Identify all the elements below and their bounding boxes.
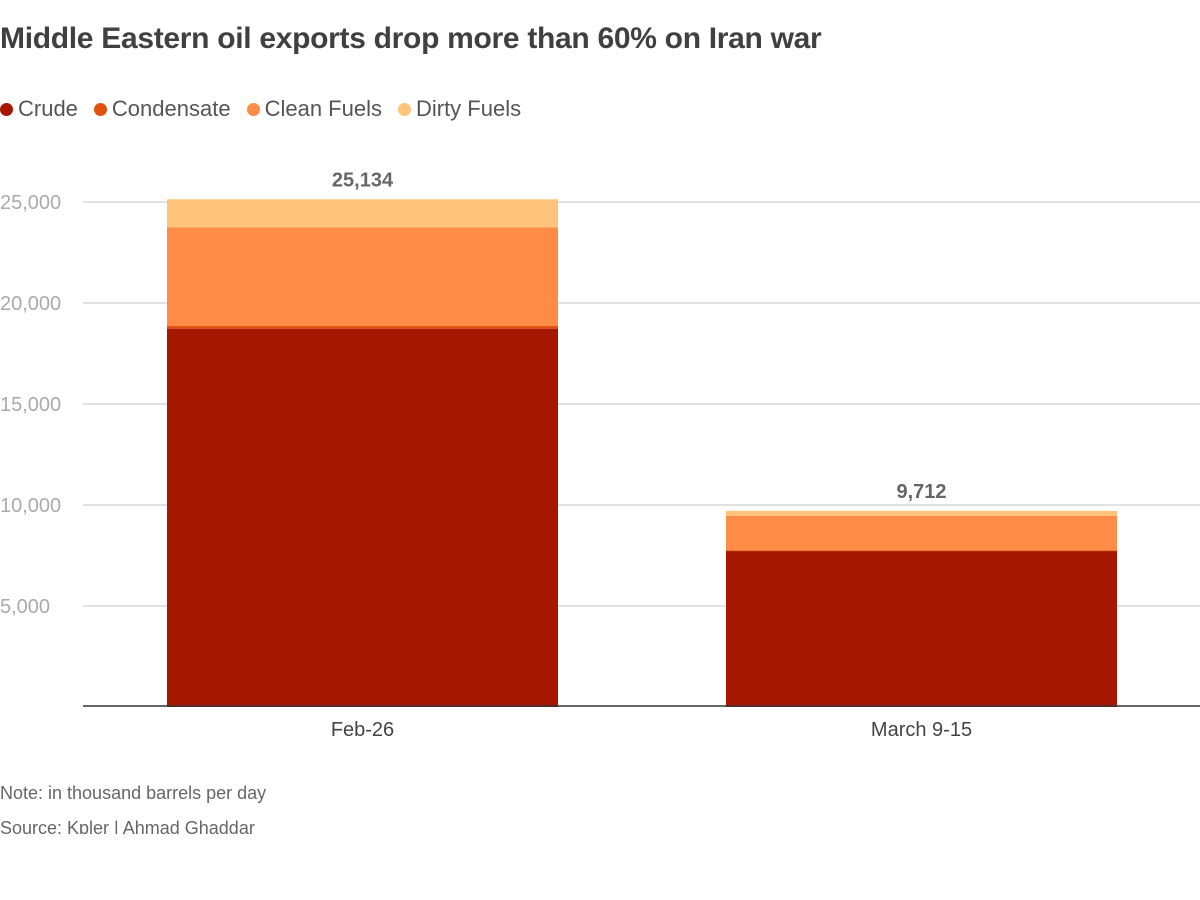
x-tick-label: Feb-26 (331, 719, 394, 741)
bar-segment-clean-fuels (167, 227, 558, 327)
y-tick-label: 5,000 (0, 596, 50, 618)
bar-segment-clean-fuels (726, 515, 1117, 551)
total-label: 25,134 (332, 169, 394, 191)
legend-item: Dirty Fuels (397, 96, 522, 122)
legend: Crude Condensate Clean Fuels Dirty Fuels (0, 96, 521, 122)
chart-note: Note: in thousand barrels per day (0, 783, 267, 803)
legend-label: Crude (18, 96, 78, 121)
legend-item: Condensate (93, 96, 231, 122)
y-tick-label: 10,000 (0, 495, 61, 517)
legend-item: Crude (0, 96, 78, 122)
legend-swatch (397, 102, 411, 116)
legend-label: Condensate (111, 96, 231, 121)
chart-svg: 5,000 10,000 15,000 20,000 25,000 25,134 Feb-2… (0, 169, 1200, 741)
bar-segment-dirty-fuels (726, 510, 1117, 516)
bar-segment-crude (167, 328, 558, 707)
bar-segment-condensate (726, 550, 1117, 552)
legend-swatch (246, 102, 260, 116)
bar-segment-dirty-fuels (167, 199, 558, 228)
legend-swatch (93, 102, 107, 116)
x-tick-label: March 9-15 (871, 719, 972, 741)
chart-source: Source: Kpler | Ahmad Ghaddar (0, 818, 255, 834)
y-tick-label: 25,000 (0, 192, 61, 214)
legend-label: Clean Fuels (264, 96, 382, 121)
total-label: 9,712 (896, 481, 946, 503)
y-tick-label: 15,000 (0, 394, 61, 416)
bar-segment-condensate (167, 326, 558, 329)
legend-item: Clean Fuels (246, 96, 382, 122)
bar-segment-crude (726, 551, 1117, 707)
legend-label: Dirty Fuels (415, 96, 522, 121)
legend-swatch (0, 102, 13, 116)
y-tick-label: 20,000 (0, 293, 61, 315)
chart-title: Middle Eastern oil exports drop more tha… (0, 22, 822, 55)
